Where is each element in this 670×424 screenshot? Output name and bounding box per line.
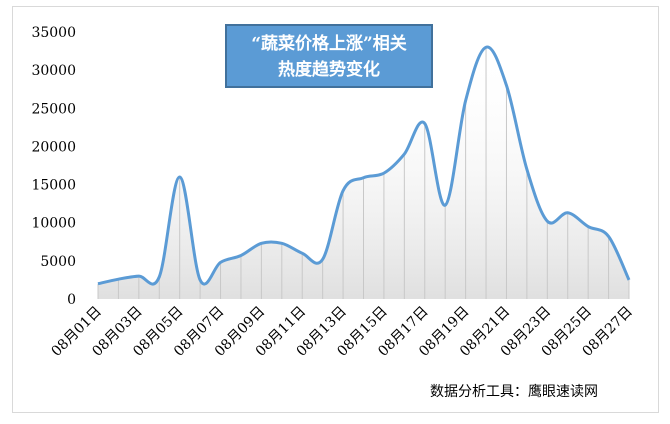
chart-title: “蔬菜价格上涨”相关 热度趋势变化 [225, 24, 433, 88]
y-axis-ticks: 0 5000 10000 15000 20000 25000 30000 35000 [31, 25, 76, 308]
x-axis-ticks: 08月01日08月03日08月05日08月07日08月09日08月11日08月1… [49, 304, 636, 360]
y-tick-label: 15000 [31, 178, 76, 194]
y-tick-label: 10000 [31, 216, 76, 232]
y-tick-label: 30000 [31, 63, 76, 79]
y-tick-label: 25000 [31, 101, 76, 117]
series-line [97, 45, 631, 286]
y-tick-label: 0 [67, 292, 76, 308]
series-area [98, 47, 629, 299]
drop-lines [97, 47, 630, 299]
y-tick-label: 5000 [40, 254, 76, 270]
chart-title-line-1: “蔬菜价格上涨”相关 [251, 34, 407, 54]
series-line-layer [97, 45, 631, 286]
chart-title-line-2: 热度趋势变化 [278, 60, 380, 80]
y-tick-label: 20000 [31, 139, 76, 155]
source-note: 数据分析工具：鹰眼速读网 [430, 384, 598, 400]
y-tick-label: 35000 [31, 25, 76, 41]
area-layer [98, 47, 629, 299]
